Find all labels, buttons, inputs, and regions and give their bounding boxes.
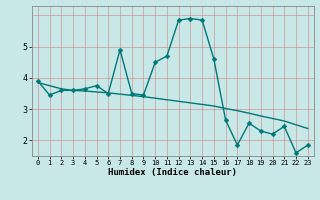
- X-axis label: Humidex (Indice chaleur): Humidex (Indice chaleur): [108, 168, 237, 177]
